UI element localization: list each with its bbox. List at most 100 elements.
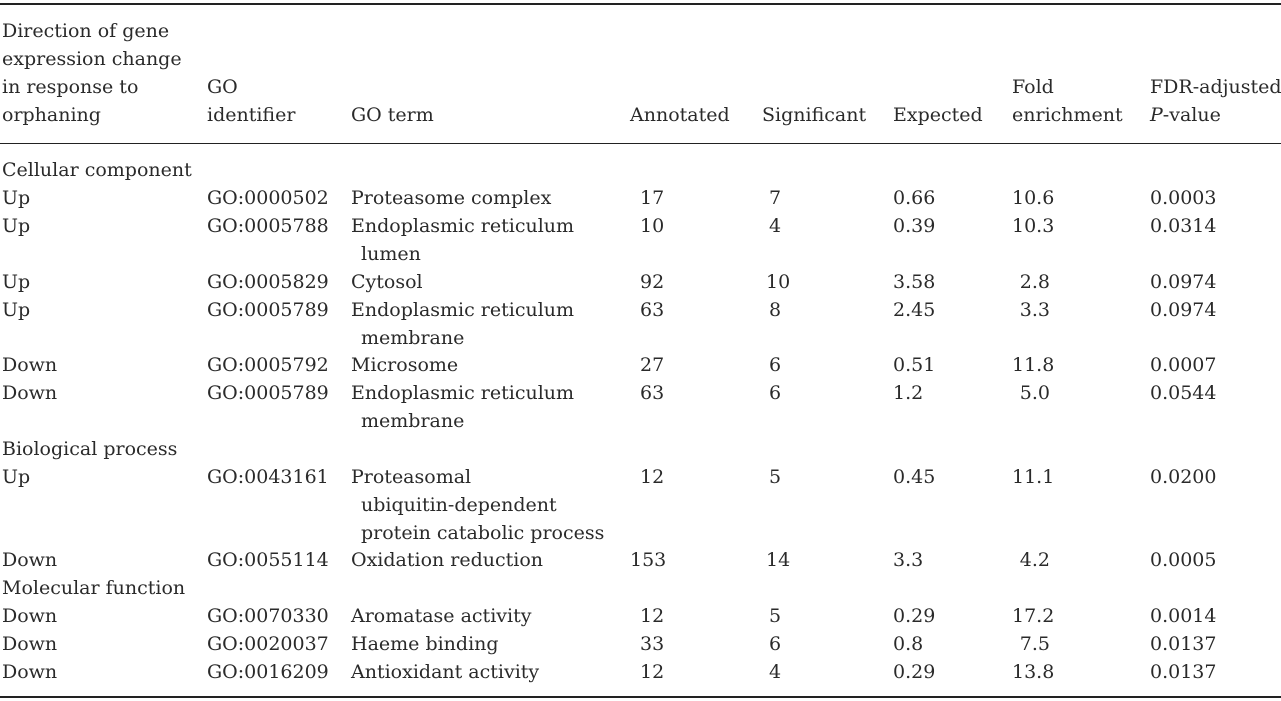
cell-fold-enrichment: 11.8 xyxy=(1012,354,1055,376)
cell-go-id: GO:0005789 xyxy=(207,382,329,404)
cell-go-term: Antioxidant activity xyxy=(351,661,540,683)
cell-go-term: Microsome xyxy=(351,354,459,376)
cell-go-id: GO:0005789 xyxy=(207,299,329,321)
cell-fdr: 0.0003 xyxy=(1150,187,1217,209)
cell-direction: Up xyxy=(2,466,31,488)
cell-go-term: Aromatase activity xyxy=(351,605,532,627)
cell-direction: Up xyxy=(2,187,31,209)
cell-expected: 0.45 xyxy=(893,466,936,488)
cell-annotated: 92 xyxy=(640,271,665,293)
cell-go-term: Endoplasmic reticulum lumen xyxy=(351,215,575,265)
section-heading-molecular-function: Molecular function xyxy=(2,577,186,599)
cell-fold-enrichment: 4.2 xyxy=(1019,549,1050,571)
cell-go-term: Proteasome complex xyxy=(351,187,552,209)
cell-fdr: 0.0014 xyxy=(1150,605,1217,627)
cell-fdr: 0.0314 xyxy=(1150,215,1217,237)
table-bottom-rule xyxy=(0,696,1281,698)
cell-fdr: 0.0544 xyxy=(1150,382,1217,404)
cell-direction: Up xyxy=(2,215,31,237)
cell-significant: 7 xyxy=(768,187,782,209)
cell-annotated: 10 xyxy=(640,215,665,237)
header-divider-rule xyxy=(0,143,1281,144)
cell-significant: 5 xyxy=(768,605,782,627)
cell-expected: 0.39 xyxy=(893,215,936,237)
cell-direction: Down xyxy=(2,549,58,571)
cell-go-id: GO:0005792 xyxy=(207,354,329,376)
cell-fold-enrichment: 7.5 xyxy=(1019,633,1050,655)
cell-significant: 4 xyxy=(768,215,782,237)
cell-direction: Down xyxy=(2,382,58,404)
cell-direction: Up xyxy=(2,271,31,293)
cell-significant: 6 xyxy=(768,382,782,404)
cell-fdr: 0.0005 xyxy=(1150,549,1217,571)
section-heading-cellular-component: Cellular component xyxy=(2,159,192,181)
cell-expected: 0.29 xyxy=(893,605,936,627)
cell-significant: 4 xyxy=(768,661,782,683)
cell-go-term: Proteasomal ubiquitin-dependent protein … xyxy=(351,466,605,544)
cell-significant: 6 xyxy=(768,633,782,655)
header-go-identifier: GO identifier xyxy=(207,76,296,126)
cell-expected: 3.58 xyxy=(893,271,936,293)
cell-fdr: 0.0974 xyxy=(1150,271,1217,293)
cell-expected: 0.8 xyxy=(893,633,924,655)
cell-fold-enrichment: 3.3 xyxy=(1019,299,1050,321)
cell-annotated: 63 xyxy=(640,299,665,321)
cell-annotated: 17 xyxy=(640,187,665,209)
cell-go-id: GO:0016209 xyxy=(207,661,329,683)
cell-significant: 14 xyxy=(766,549,791,571)
table-top-rule xyxy=(0,3,1281,5)
cell-go-id: GO:0005788 xyxy=(207,215,329,237)
header-direction: Direction of gene expression change in r… xyxy=(2,20,182,126)
cell-fdr: 0.0007 xyxy=(1150,354,1217,376)
cell-go-term: Endoplasmic reticulum membrane xyxy=(351,382,575,432)
cell-expected: 3.3 xyxy=(893,549,924,571)
cell-go-id: GO:0043161 xyxy=(207,466,329,488)
header-go-term: GO term xyxy=(351,104,434,126)
cell-go-id: GO:0020037 xyxy=(207,633,329,655)
cell-fold-enrichment: 10.6 xyxy=(1012,187,1055,209)
cell-expected: 0.29 xyxy=(893,661,936,683)
cell-go-id: GO:0070330 xyxy=(207,605,329,627)
cell-expected: 0.51 xyxy=(893,354,936,376)
header-fdr-adjusted-p-value: FDR-adjusted P-value xyxy=(1150,76,1281,126)
cell-fold-enrichment: 5.0 xyxy=(1019,382,1050,404)
cell-direction: Down xyxy=(2,661,58,683)
cell-direction: Up xyxy=(2,299,31,321)
cell-go-term: Oxidation reduction xyxy=(351,549,544,571)
cell-annotated: 153 xyxy=(630,549,667,571)
header-expected: Expected xyxy=(893,104,983,126)
cell-fold-enrichment: 11.1 xyxy=(1012,466,1055,488)
cell-significant: 5 xyxy=(768,466,782,488)
cell-fdr: 0.0200 xyxy=(1150,466,1217,488)
cell-go-term: Haeme binding xyxy=(351,633,499,655)
cell-go-id: GO:0055114 xyxy=(207,549,329,571)
cell-expected: 2.45 xyxy=(893,299,936,321)
cell-expected: 1.2 xyxy=(893,382,924,404)
cell-significant: 8 xyxy=(768,299,782,321)
header-annotated: Annotated xyxy=(630,104,730,126)
cell-expected: 0.66 xyxy=(893,187,936,209)
cell-annotated: 12 xyxy=(640,661,665,683)
cell-go-term: Cytosol xyxy=(351,271,423,293)
cell-fold-enrichment: 2.8 xyxy=(1019,271,1050,293)
header-fold-enrichment: Fold enrichment xyxy=(1012,76,1123,126)
cell-fdr: 0.0137 xyxy=(1150,633,1217,655)
cell-go-id: GO:0000502 xyxy=(207,187,329,209)
cell-significant: 10 xyxy=(766,271,791,293)
cell-significant: 6 xyxy=(768,354,782,376)
cell-direction: Down xyxy=(2,605,58,627)
cell-annotated: 27 xyxy=(640,354,665,376)
cell-annotated: 12 xyxy=(640,466,665,488)
cell-annotated: 33 xyxy=(640,633,665,655)
cell-go-id: GO:0005829 xyxy=(207,271,329,293)
header-significant: Significant xyxy=(762,104,867,126)
cell-annotated: 12 xyxy=(640,605,665,627)
cell-annotated: 63 xyxy=(640,382,665,404)
cell-fold-enrichment: 10.3 xyxy=(1012,215,1055,237)
cell-go-term: Endoplasmic reticulum membrane xyxy=(351,299,575,349)
cell-direction: Down xyxy=(2,633,58,655)
cell-direction: Down xyxy=(2,354,58,376)
cell-fdr: 0.0974 xyxy=(1150,299,1217,321)
section-heading-biological-process: Biological process xyxy=(2,438,178,460)
cell-fdr: 0.0137 xyxy=(1150,661,1217,683)
